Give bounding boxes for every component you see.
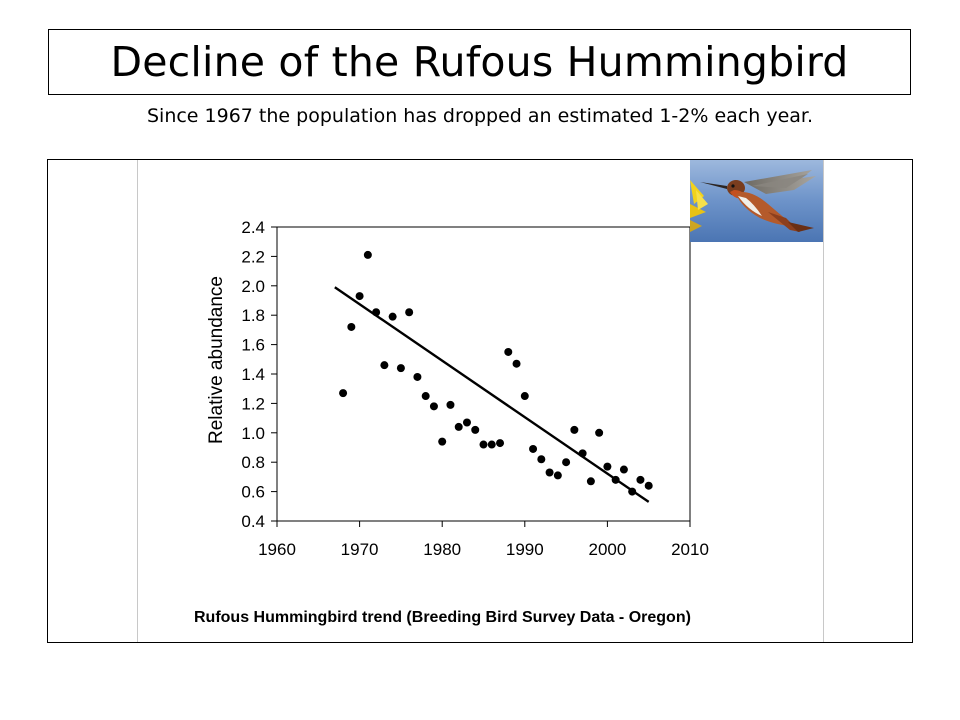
slide-title-box: Decline of the Rufous Hummingbird <box>48 29 911 95</box>
figure-divider-left <box>137 160 138 642</box>
data-point <box>396 364 405 373</box>
y-tick-label: 1.8 <box>241 306 265 325</box>
data-point <box>611 475 620 484</box>
data-point <box>545 468 554 477</box>
slide-title: Decline of the Rufous Hummingbird <box>110 38 849 86</box>
y-tick-label: 0.6 <box>241 483 265 502</box>
data-point <box>339 389 348 398</box>
data-point <box>529 444 538 453</box>
data-point <box>595 428 604 437</box>
data-point <box>537 455 546 464</box>
plot-frame <box>276 226 691 522</box>
y-tick-label: 2.4 <box>241 218 265 237</box>
data-point <box>636 475 645 484</box>
chart-title: Rufous Hummingbird trend (Breeding Bird … <box>194 609 691 626</box>
data-point <box>405 308 414 317</box>
x-tick-label: 1980 <box>423 540 461 559</box>
scatter-chart: Relative abundance 1960 1970 1980 1990 2000 2… <box>206 218 709 559</box>
chart-figure: Relative abundance 1960 1970 1980 1990 2000 2… <box>47 159 913 643</box>
y-axis-label: Relative abundance <box>206 276 227 444</box>
x-tick-label: 1960 <box>258 540 296 559</box>
x-tick-label: 2010 <box>671 540 709 559</box>
data-point <box>363 250 372 259</box>
data-point <box>570 425 579 434</box>
y-tick-label: 2.2 <box>241 247 265 266</box>
data-point <box>644 481 653 490</box>
y-tick-label: 0.4 <box>241 512 265 531</box>
data-point <box>462 418 471 427</box>
hummingbird-photo <box>690 160 823 242</box>
trend-line <box>334 286 650 503</box>
data-point <box>355 292 364 301</box>
data-point <box>603 462 612 471</box>
x-tick-label: 2000 <box>588 540 626 559</box>
data-point <box>586 477 595 486</box>
data-point <box>619 465 628 474</box>
data-point <box>553 471 562 480</box>
data-point <box>446 400 455 409</box>
data-point <box>454 422 463 431</box>
slide-subtitle: Since 1967 the population has dropped an… <box>146 105 814 127</box>
data-point <box>628 487 637 496</box>
data-point <box>578 449 587 458</box>
data-point <box>504 347 513 356</box>
data-point <box>347 322 356 331</box>
y-tick-label: 0.8 <box>241 453 265 472</box>
data-point <box>372 308 381 317</box>
data-point <box>413 372 422 381</box>
data-point <box>479 440 488 449</box>
data-point <box>380 361 389 370</box>
y-tick-label: 1.0 <box>241 424 265 443</box>
data-point <box>421 392 430 401</box>
data-point <box>496 439 505 448</box>
y-tick-label: 1.4 <box>241 365 265 384</box>
data-point <box>429 402 438 411</box>
data-point <box>388 312 397 321</box>
x-tick-label: 1970 <box>341 540 379 559</box>
x-tick-label: 1990 <box>506 540 544 559</box>
figure-divider-right <box>823 160 824 642</box>
y-tick-label: 1.2 <box>241 394 265 413</box>
y-tick-label: 1.6 <box>241 336 265 355</box>
data-point <box>438 437 447 446</box>
data-point <box>471 425 480 434</box>
data-point <box>520 392 529 401</box>
data-point <box>512 359 521 368</box>
data-point <box>562 458 571 467</box>
data-point <box>487 440 496 449</box>
y-tick-label: 2.0 <box>241 277 265 296</box>
